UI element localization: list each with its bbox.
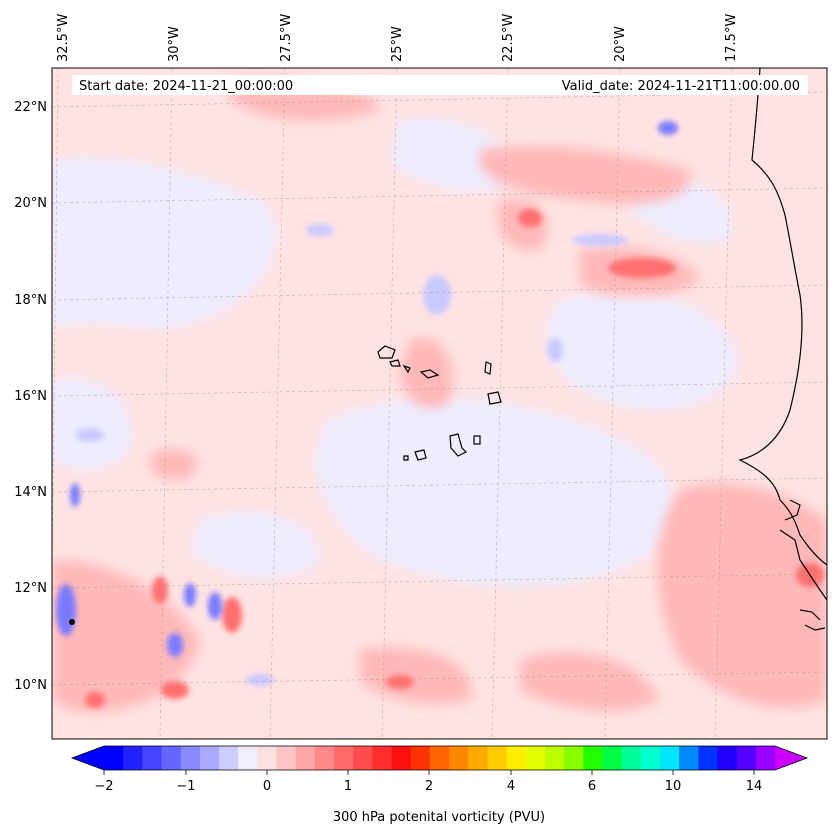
colorbar-bin <box>142 746 163 770</box>
lon-label-25w: 25°W <box>390 26 405 62</box>
colorbar-bin <box>659 746 680 770</box>
colorbar-ticks <box>103 770 755 775</box>
colorbar-bin <box>219 746 239 770</box>
lon-label-32-5w: 32.5°W <box>56 14 71 62</box>
map-area <box>52 68 827 739</box>
colorbar-title: 300 hPa potenital vorticity (PVU) <box>333 810 545 825</box>
colorbar-bin <box>506 746 527 770</box>
cb-tick-0: 0 <box>263 779 271 794</box>
colorbar-bin <box>429 746 450 770</box>
colorbar-bin <box>698 746 718 770</box>
longitude-labels: 32.5°W 30°W 27.5°W 25°W 22.5°W 20°W 17.5… <box>56 14 739 62</box>
colorbar-bin <box>602 746 623 770</box>
colorbar-bin <box>180 746 201 770</box>
colorbar-bin <box>391 746 412 770</box>
colorbar-bin <box>104 746 124 770</box>
colorbar-bin <box>161 746 182 770</box>
colorbar-bin <box>755 746 776 770</box>
lat-label-22n: 22°N <box>14 100 47 115</box>
senegal-coast <box>779 499 827 631</box>
colorbar-bin <box>334 746 354 770</box>
positive-pv-regions <box>52 79 827 712</box>
cb-tick-1: 1 <box>344 779 352 794</box>
colorbar-bin <box>238 746 258 770</box>
cb-tick-10: 10 <box>665 779 682 794</box>
colorbar-bin <box>314 746 335 770</box>
colorbar-bin <box>679 746 699 770</box>
colorbar-bin <box>468 746 488 770</box>
colorbar-bins <box>104 746 776 770</box>
colorbar: −2 −1 0 1 2 4 6 10 14 300 hPa potenital … <box>70 745 809 825</box>
colorbar-bin <box>717 746 738 770</box>
lat-label-12n: 12°N <box>14 581 47 596</box>
cb-tick-2: 2 <box>425 779 433 794</box>
dark-core-spot <box>69 619 75 625</box>
colorbar-bin <box>410 746 431 770</box>
colorbar-bin <box>621 746 642 770</box>
lat-label-20n: 20°N <box>14 196 47 211</box>
lon-label-30w: 30°W <box>167 26 182 62</box>
colorbar-bin <box>295 746 316 770</box>
colorbar-tick-labels: −2 −1 0 1 2 4 6 10 14 <box>94 779 762 794</box>
cb-tick-6: 6 <box>588 779 596 794</box>
colorbar-bin <box>736 746 757 770</box>
lat-label-16n: 16°N <box>14 389 47 404</box>
colorbar-bin <box>257 746 278 770</box>
colorbar-bin <box>583 746 603 770</box>
valid-date-label: Valid_date: 2024-11-21T11:00:00.00 <box>562 79 800 94</box>
colorbar-bin <box>353 746 373 770</box>
lat-label-14n: 14°N <box>14 485 47 500</box>
blue-patches <box>76 224 628 686</box>
cb-tick-neg2: −2 <box>94 779 113 794</box>
colorbar-extend-left <box>72 746 104 770</box>
start-date-label: Start date: 2024-11-21_00:00:00 <box>79 79 293 94</box>
colorbar-bin <box>372 746 393 770</box>
map-border <box>51 67 828 740</box>
colorbar-bin <box>525 746 546 770</box>
lon-label-22-5w: 22.5°W <box>501 14 516 62</box>
cb-tick-14: 14 <box>746 779 763 794</box>
colorbar-bin <box>449 746 469 770</box>
cb-tick-neg1: −1 <box>176 779 195 794</box>
colorbar-bin <box>276 746 297 770</box>
lon-label-27-5w: 27.5°W <box>279 14 294 62</box>
lat-label-10n: 10°N <box>14 678 47 693</box>
colorbar-bin <box>199 746 220 770</box>
colorbar-bin <box>487 746 508 770</box>
latitude-labels: 22°N 20°N 18°N 16°N 14°N 12°N 10°N <box>14 100 47 693</box>
lon-label-20w: 20°W <box>613 26 628 62</box>
colorbar-bin <box>640 746 661 770</box>
colorbar-bin <box>564 746 584 770</box>
graticule <box>52 68 827 739</box>
cb-tick-4: 4 <box>507 779 515 794</box>
colorbar-bin <box>544 746 565 770</box>
lon-label-17-5w: 17.5°W <box>724 14 739 62</box>
colorbar-extend-right <box>775 746 807 770</box>
colorbar-bin <box>123 746 143 770</box>
cape-verde-islands <box>377 345 502 461</box>
lat-label-18n: 18°N <box>14 293 47 308</box>
date-info-box <box>72 75 808 95</box>
